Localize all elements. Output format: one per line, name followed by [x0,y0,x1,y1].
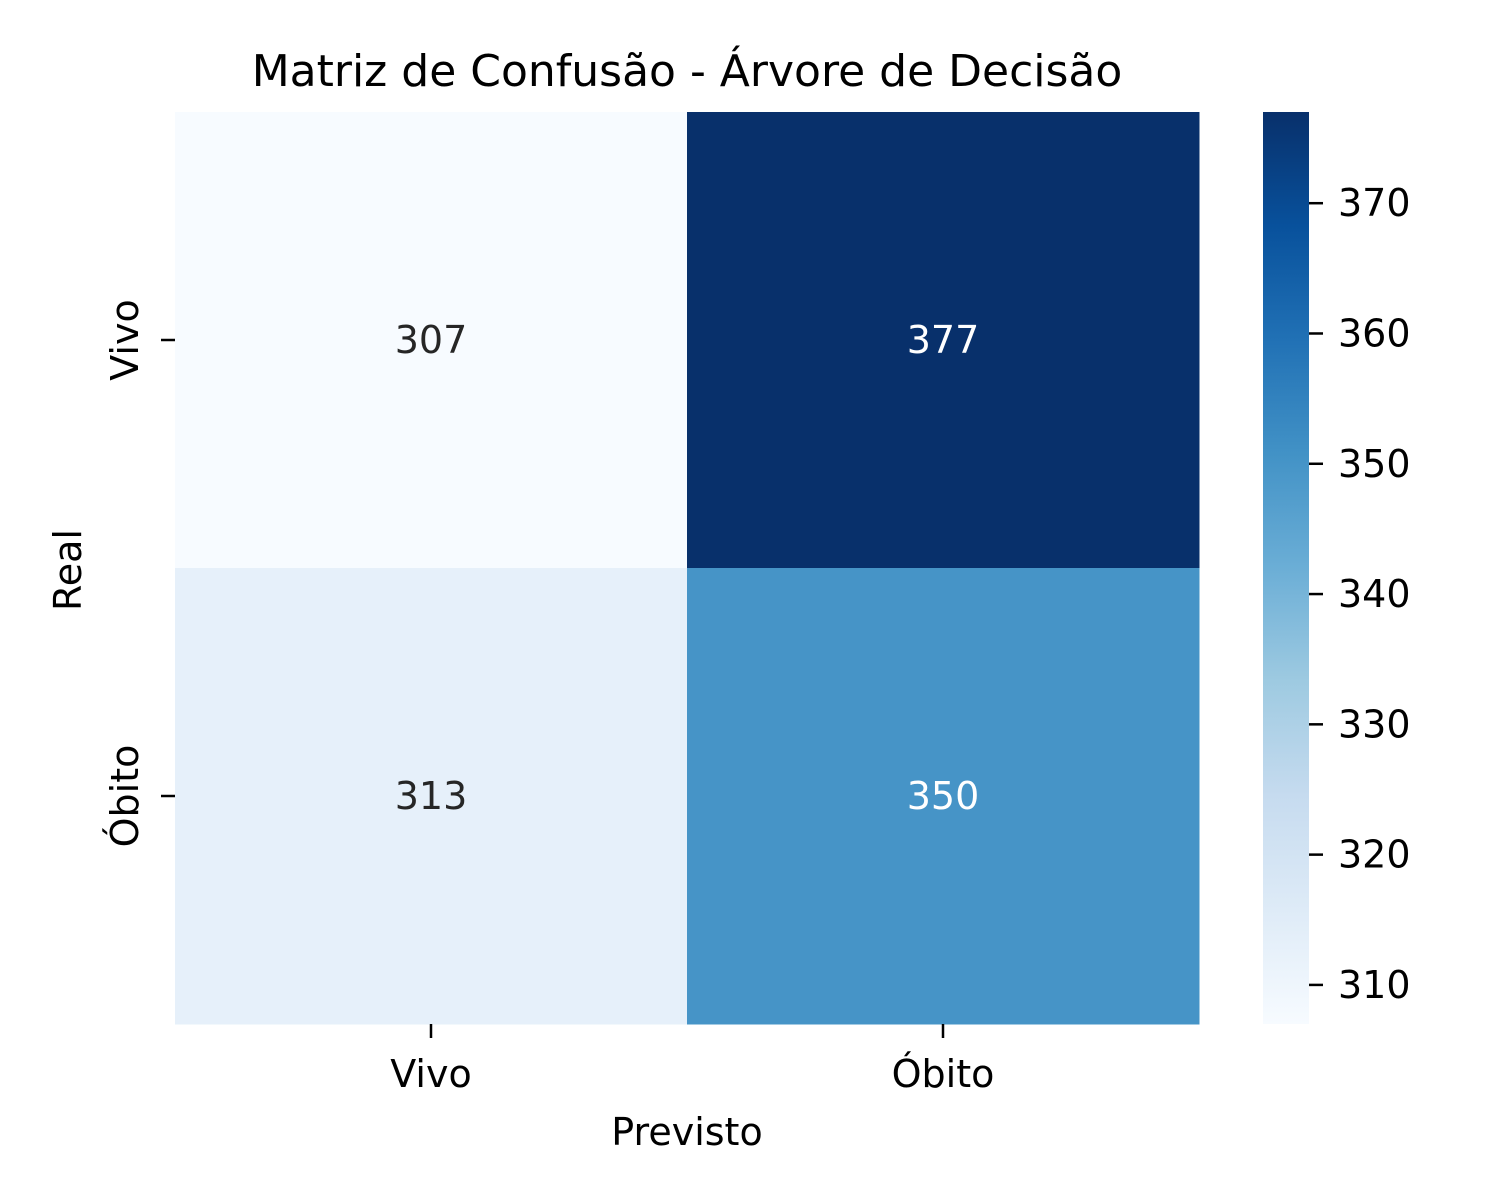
heatmap-cell [175,568,688,1025]
cell-value-label: 377 [907,318,980,362]
colorbar-tick-label: 330 [1338,702,1411,746]
heatmap-cell [687,112,1200,569]
colorbar-ticks: 310 320 330 340 350 360 370 [1309,181,1411,1007]
colorbar [1263,112,1309,1024]
y-axis: Vivo Óbito [103,299,175,847]
y-tick-label: Vivo [103,299,147,380]
x-tick-label: Vivo [390,1052,471,1096]
heatmap-cell [687,568,1200,1025]
colorbar-tick-label: 350 [1338,442,1411,486]
heatmap-cell-labels: 307 377 313 350 [395,318,980,818]
colorbar-tick-label: 360 [1338,311,1411,355]
chart-title: Matriz de Confusão - Árvore de Decisão [252,44,1123,97]
colorbar-tick-label: 320 [1338,833,1411,877]
x-axis-label: Previsto [611,1110,762,1154]
x-axis: Vivo Óbito [390,1024,994,1096]
y-axis-label: Real [46,529,90,611]
colorbar-tick-label: 310 [1338,963,1411,1007]
cell-value-label: 350 [907,774,980,818]
y-tick-label: Óbito [103,745,147,848]
colorbar-tick-label: 340 [1338,572,1411,616]
colorbar-tick-label: 370 [1338,181,1411,225]
x-tick-label: Óbito [892,1052,995,1096]
cell-value-label: 313 [395,774,468,818]
cell-value-label: 307 [395,318,468,362]
heatmap-cells [175,112,1200,1025]
heatmap-cell [175,112,688,569]
